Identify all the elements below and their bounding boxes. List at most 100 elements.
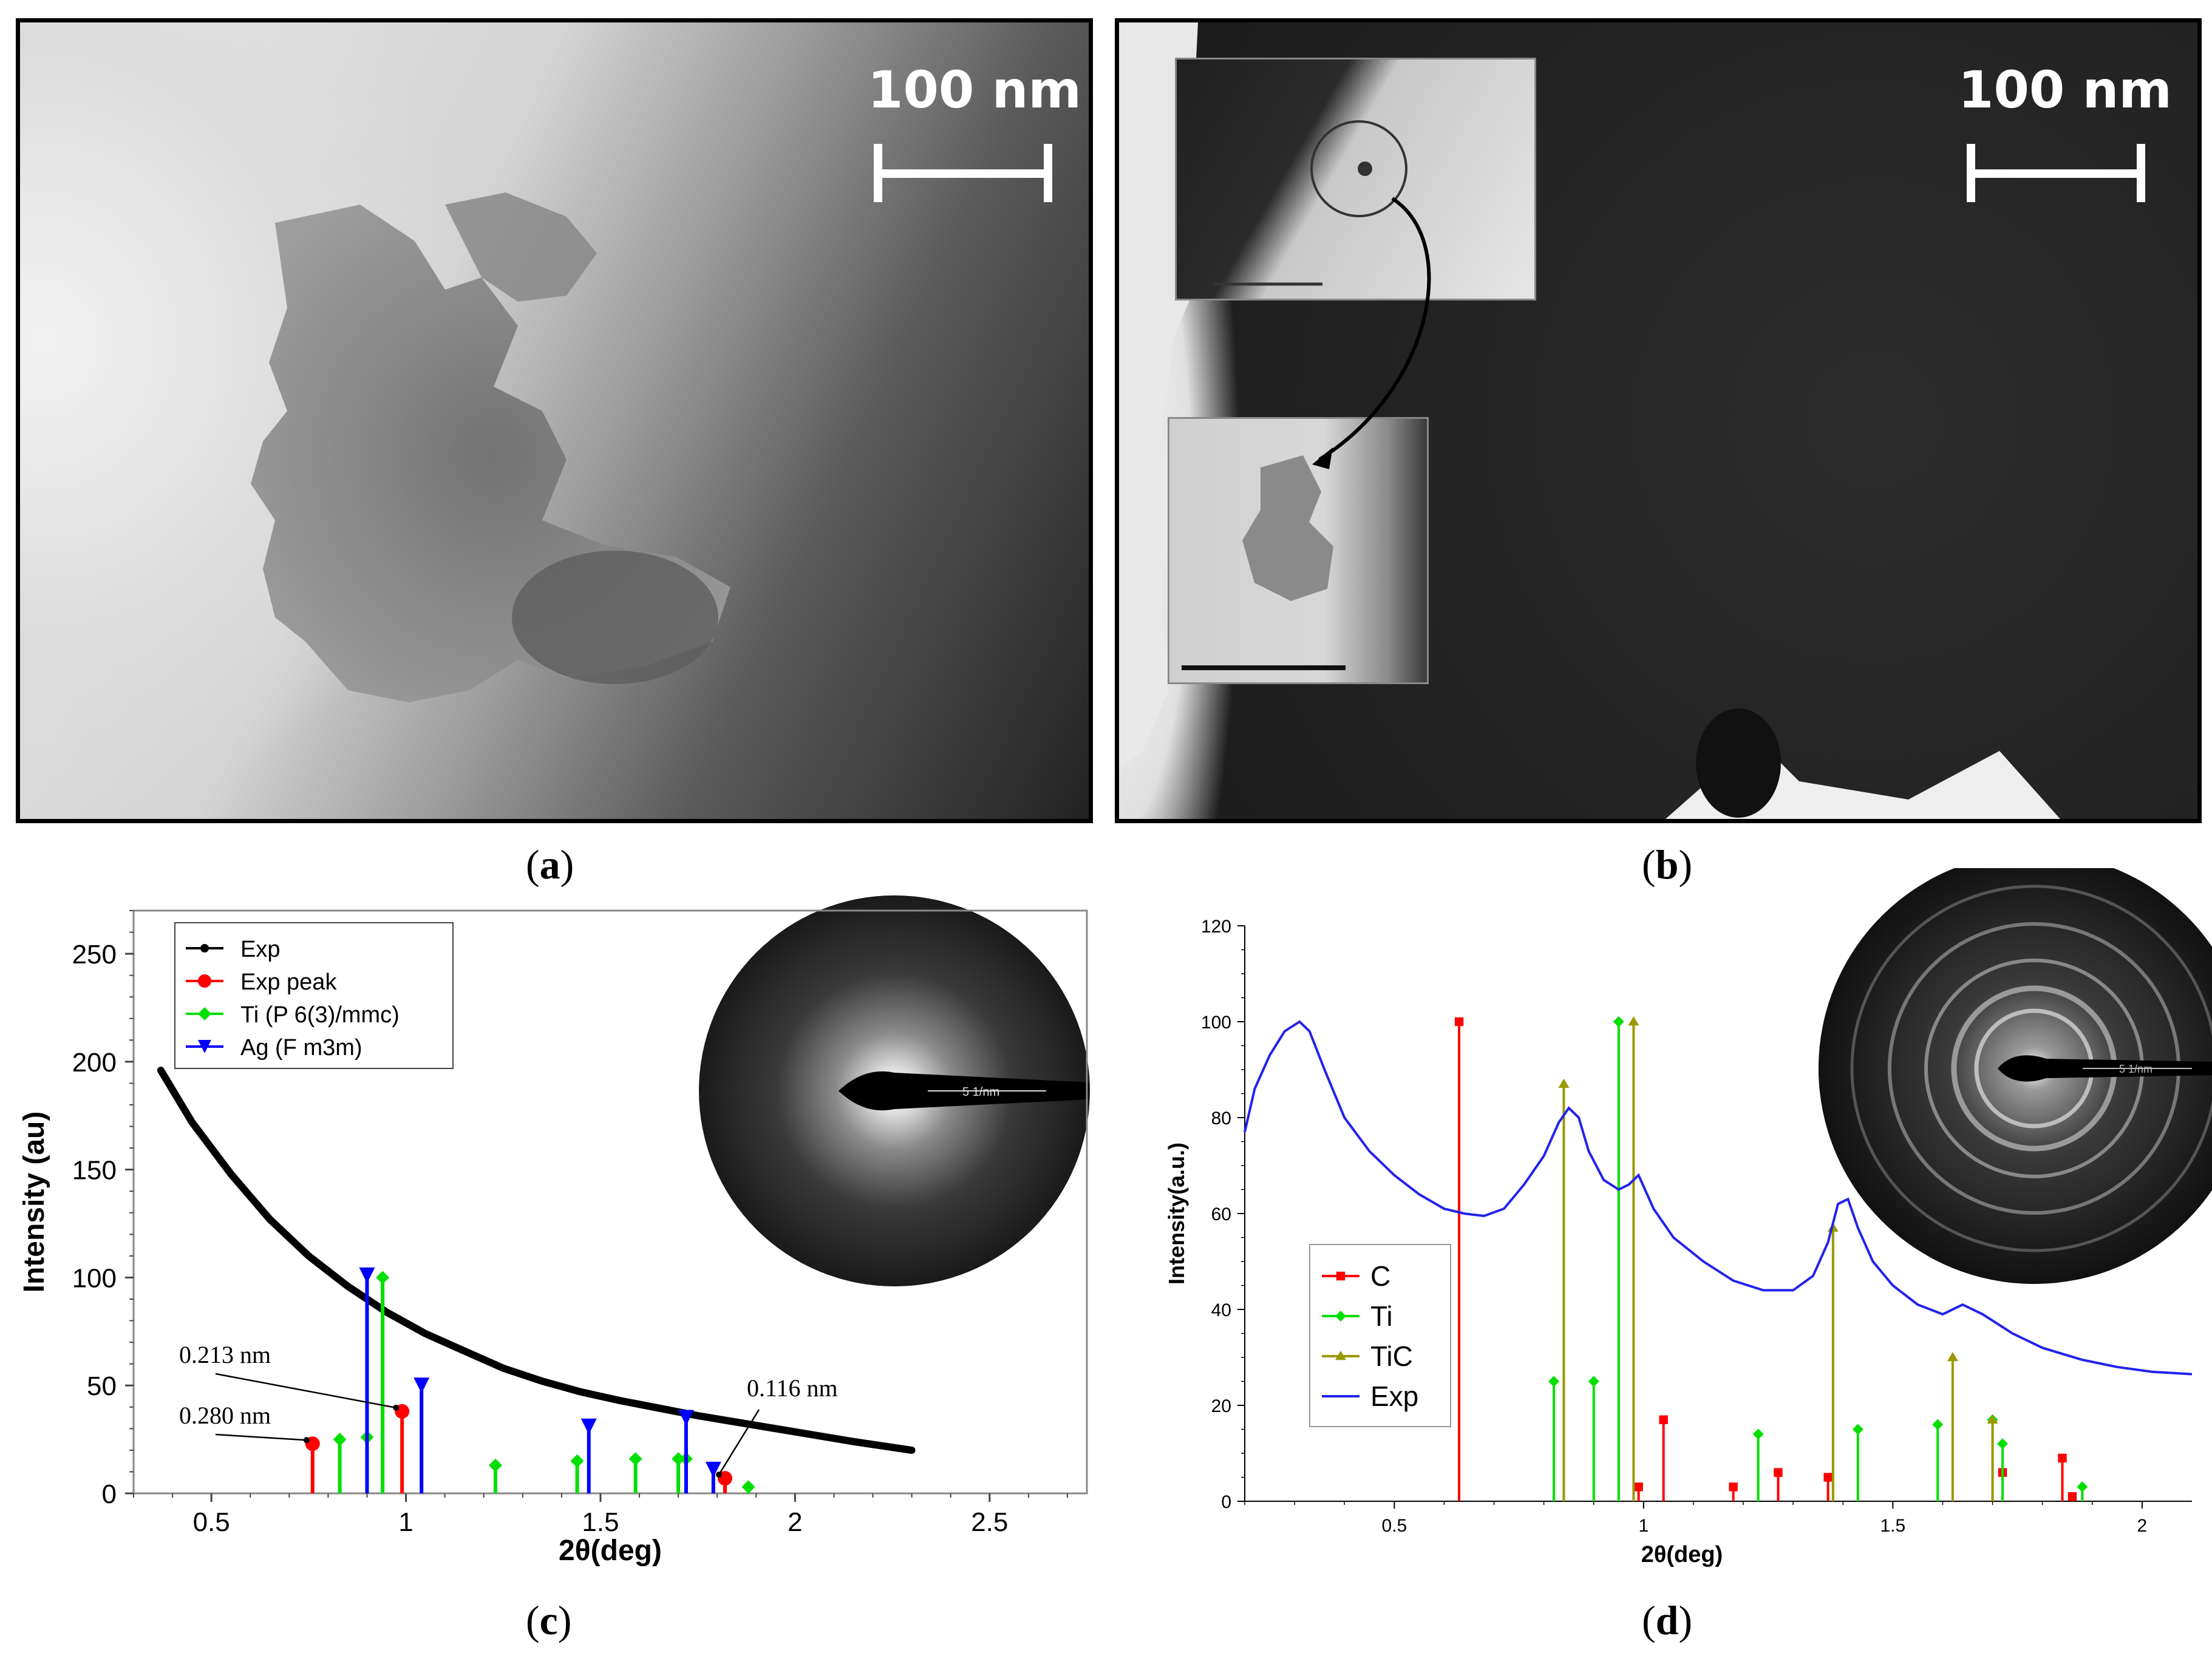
marker-ti-c — [488, 1458, 502, 1472]
y-tick-label-c: 200 — [72, 1048, 117, 1078]
scale-bar-b — [1970, 169, 2140, 178]
y-tick-label-d: 100 — [1201, 1013, 1231, 1033]
y-tick-label-d: 80 — [1211, 1109, 1231, 1129]
marker-ag-c — [580, 1418, 597, 1434]
y-axis-label-c: Intensity (au) — [18, 1112, 50, 1293]
caption-a: (a) — [526, 841, 574, 888]
y-tick-label-c: 50 — [87, 1371, 117, 1401]
inset-scale-label-c: 5 1/nm — [962, 1085, 999, 1099]
y-tick-label-d: 40 — [1211, 1300, 1231, 1320]
marker-tic-d — [1987, 1414, 1998, 1424]
marker-c-d — [1823, 1473, 1833, 1482]
annotation-arrow-c — [718, 1409, 760, 1475]
scale-bar-tick-right-b — [2137, 144, 2145, 202]
chart-c: 5 1/nm 0.5 1 1.5 2 2.5 0 50 100 150 200 250 2θ(deg)… — [18, 895, 1090, 1567]
x-tick-label-d: 1.5 — [1880, 1516, 1906, 1536]
scale-bar-label-a: 100 nm — [868, 60, 1081, 120]
marker-tic-d — [1628, 1016, 1639, 1026]
y-tick-label-c: 100 — [72, 1263, 117, 1293]
marker-ti-c — [741, 1480, 755, 1494]
inset-arrow — [1312, 197, 1431, 469]
x-axis-label-c: 2θ(deg) — [559, 1535, 662, 1567]
y-tick-label-d: 20 — [1211, 1396, 1231, 1416]
y-tick-label-c: 150 — [72, 1156, 117, 1186]
marker-ti-c — [672, 1452, 686, 1466]
legend-marker-d — [1335, 1351, 1346, 1360]
marker-ti-c — [628, 1452, 642, 1466]
x-tick-label-c: 1.5 — [582, 1507, 619, 1537]
annotation-arrow-c — [215, 1373, 396, 1409]
legend-label-d: TiC — [1370, 1340, 1413, 1372]
marker-ag-c — [413, 1377, 430, 1394]
tem-particles-a — [251, 192, 730, 702]
marker-c-d — [2067, 1492, 2077, 1501]
x-axis-label-d: 2θ(deg) — [1641, 1542, 1723, 1567]
legend-label-c: Ag (F m3m) — [240, 1035, 362, 1061]
scale-bar-tick-left-a — [874, 144, 882, 202]
plot-frame-c — [132, 909, 1088, 1495]
annotation-label-c: 0.280 nm — [179, 1402, 271, 1429]
marker-ti-d — [1932, 1419, 1944, 1430]
legend-marker-c — [198, 1040, 211, 1053]
legend-marker-d — [1335, 1311, 1346, 1322]
legend-marker-c — [200, 944, 209, 952]
marker-ti-c — [570, 1454, 584, 1468]
marker-c-d — [1774, 1468, 1783, 1477]
marker-c-d — [2058, 1453, 2067, 1463]
marker-ti-d — [1852, 1424, 1863, 1435]
legend-label-c: Exp peak — [240, 969, 337, 995]
marker-tic-d — [1558, 1078, 1570, 1088]
annotation-arrowhead-c — [716, 1472, 723, 1478]
y-tick-label-c: 0 — [102, 1479, 117, 1509]
series-exp-curve-c — [157, 1067, 916, 1454]
x-tick-label-c: 2.5 — [971, 1507, 1008, 1537]
tem-image-a: 100 nm — [16, 18, 1093, 823]
chart-d: 5 1/nm0.5 1 1.5 20204060801001202θ(deg)Inte… — [1164, 868, 2212, 1567]
x-tick-label-d: 0.5 — [1381, 1516, 1407, 1536]
y-axis-label-d: Intensity(a.u.) — [1164, 1142, 1189, 1285]
x-tick-label-c: 2 — [788, 1507, 802, 1537]
marker-ti-d — [1997, 1438, 2008, 1450]
legend-label-d: Ti — [1370, 1300, 1393, 1332]
tem-image-b: 100 nm — [1115, 18, 2202, 823]
diffraction-pattern-d: 5 1/nm — [1819, 868, 2212, 1284]
y-tick-label-d: 0 — [1221, 1492, 1231, 1512]
y-tick-label-d: 60 — [1211, 1204, 1231, 1224]
marker-ag-c — [678, 1410, 694, 1426]
annotation-arrow-c — [215, 1433, 307, 1441]
marker-c-d — [1729, 1482, 1738, 1492]
marker-c-d — [1659, 1415, 1668, 1424]
caption-d: (d) — [1642, 1597, 1693, 1643]
marker-ti-c — [333, 1433, 347, 1447]
inset-image-top — [1175, 58, 1536, 300]
x-tick-label-c: 1 — [398, 1507, 413, 1537]
scale-bar-label-b: 100 nm — [1958, 60, 2172, 120]
inset-scale-label-d: 5 1/nm — [2119, 1063, 2152, 1075]
legend-label-d: C — [1370, 1260, 1390, 1292]
x-tick-label-d: 2 — [2137, 1516, 2148, 1536]
y-tick-label-d: 120 — [1201, 917, 1231, 937]
marker-ti-d — [1588, 1376, 1599, 1387]
legend-marker-c — [198, 1007, 211, 1020]
diffraction-pattern-c: 5 1/nm — [699, 895, 1090, 1286]
scale-bar-tick-right-a — [1044, 144, 1052, 202]
marker-ti-c — [376, 1271, 390, 1285]
marker-ti-d — [1548, 1376, 1560, 1387]
x-tick-label-c: 0.5 — [193, 1507, 230, 1537]
series-exp-curve-d — [1244, 1020, 2193, 1376]
scale-bar-a — [877, 169, 1047, 178]
legend-label-c: Ti (P 6(3)/mmc) — [240, 1002, 400, 1028]
inset-highlight-circle — [1213, 120, 1407, 286]
inset-particles — [1182, 455, 1346, 670]
y-tick-label-c: 250 — [72, 940, 117, 969]
marker-c-d — [1454, 1017, 1464, 1027]
marker-ti-d — [2077, 1481, 2088, 1493]
marker-ag-c — [359, 1267, 375, 1283]
marker-ti-d — [1752, 1428, 1764, 1440]
scale-bar-tick-left-b — [1967, 144, 1975, 202]
caption-c: (c) — [526, 1597, 572, 1643]
legend-label-c: Exp — [240, 937, 280, 962]
inset-image-bottom — [1168, 417, 1429, 684]
annotation-label-c: 0.213 nm — [179, 1341, 271, 1368]
